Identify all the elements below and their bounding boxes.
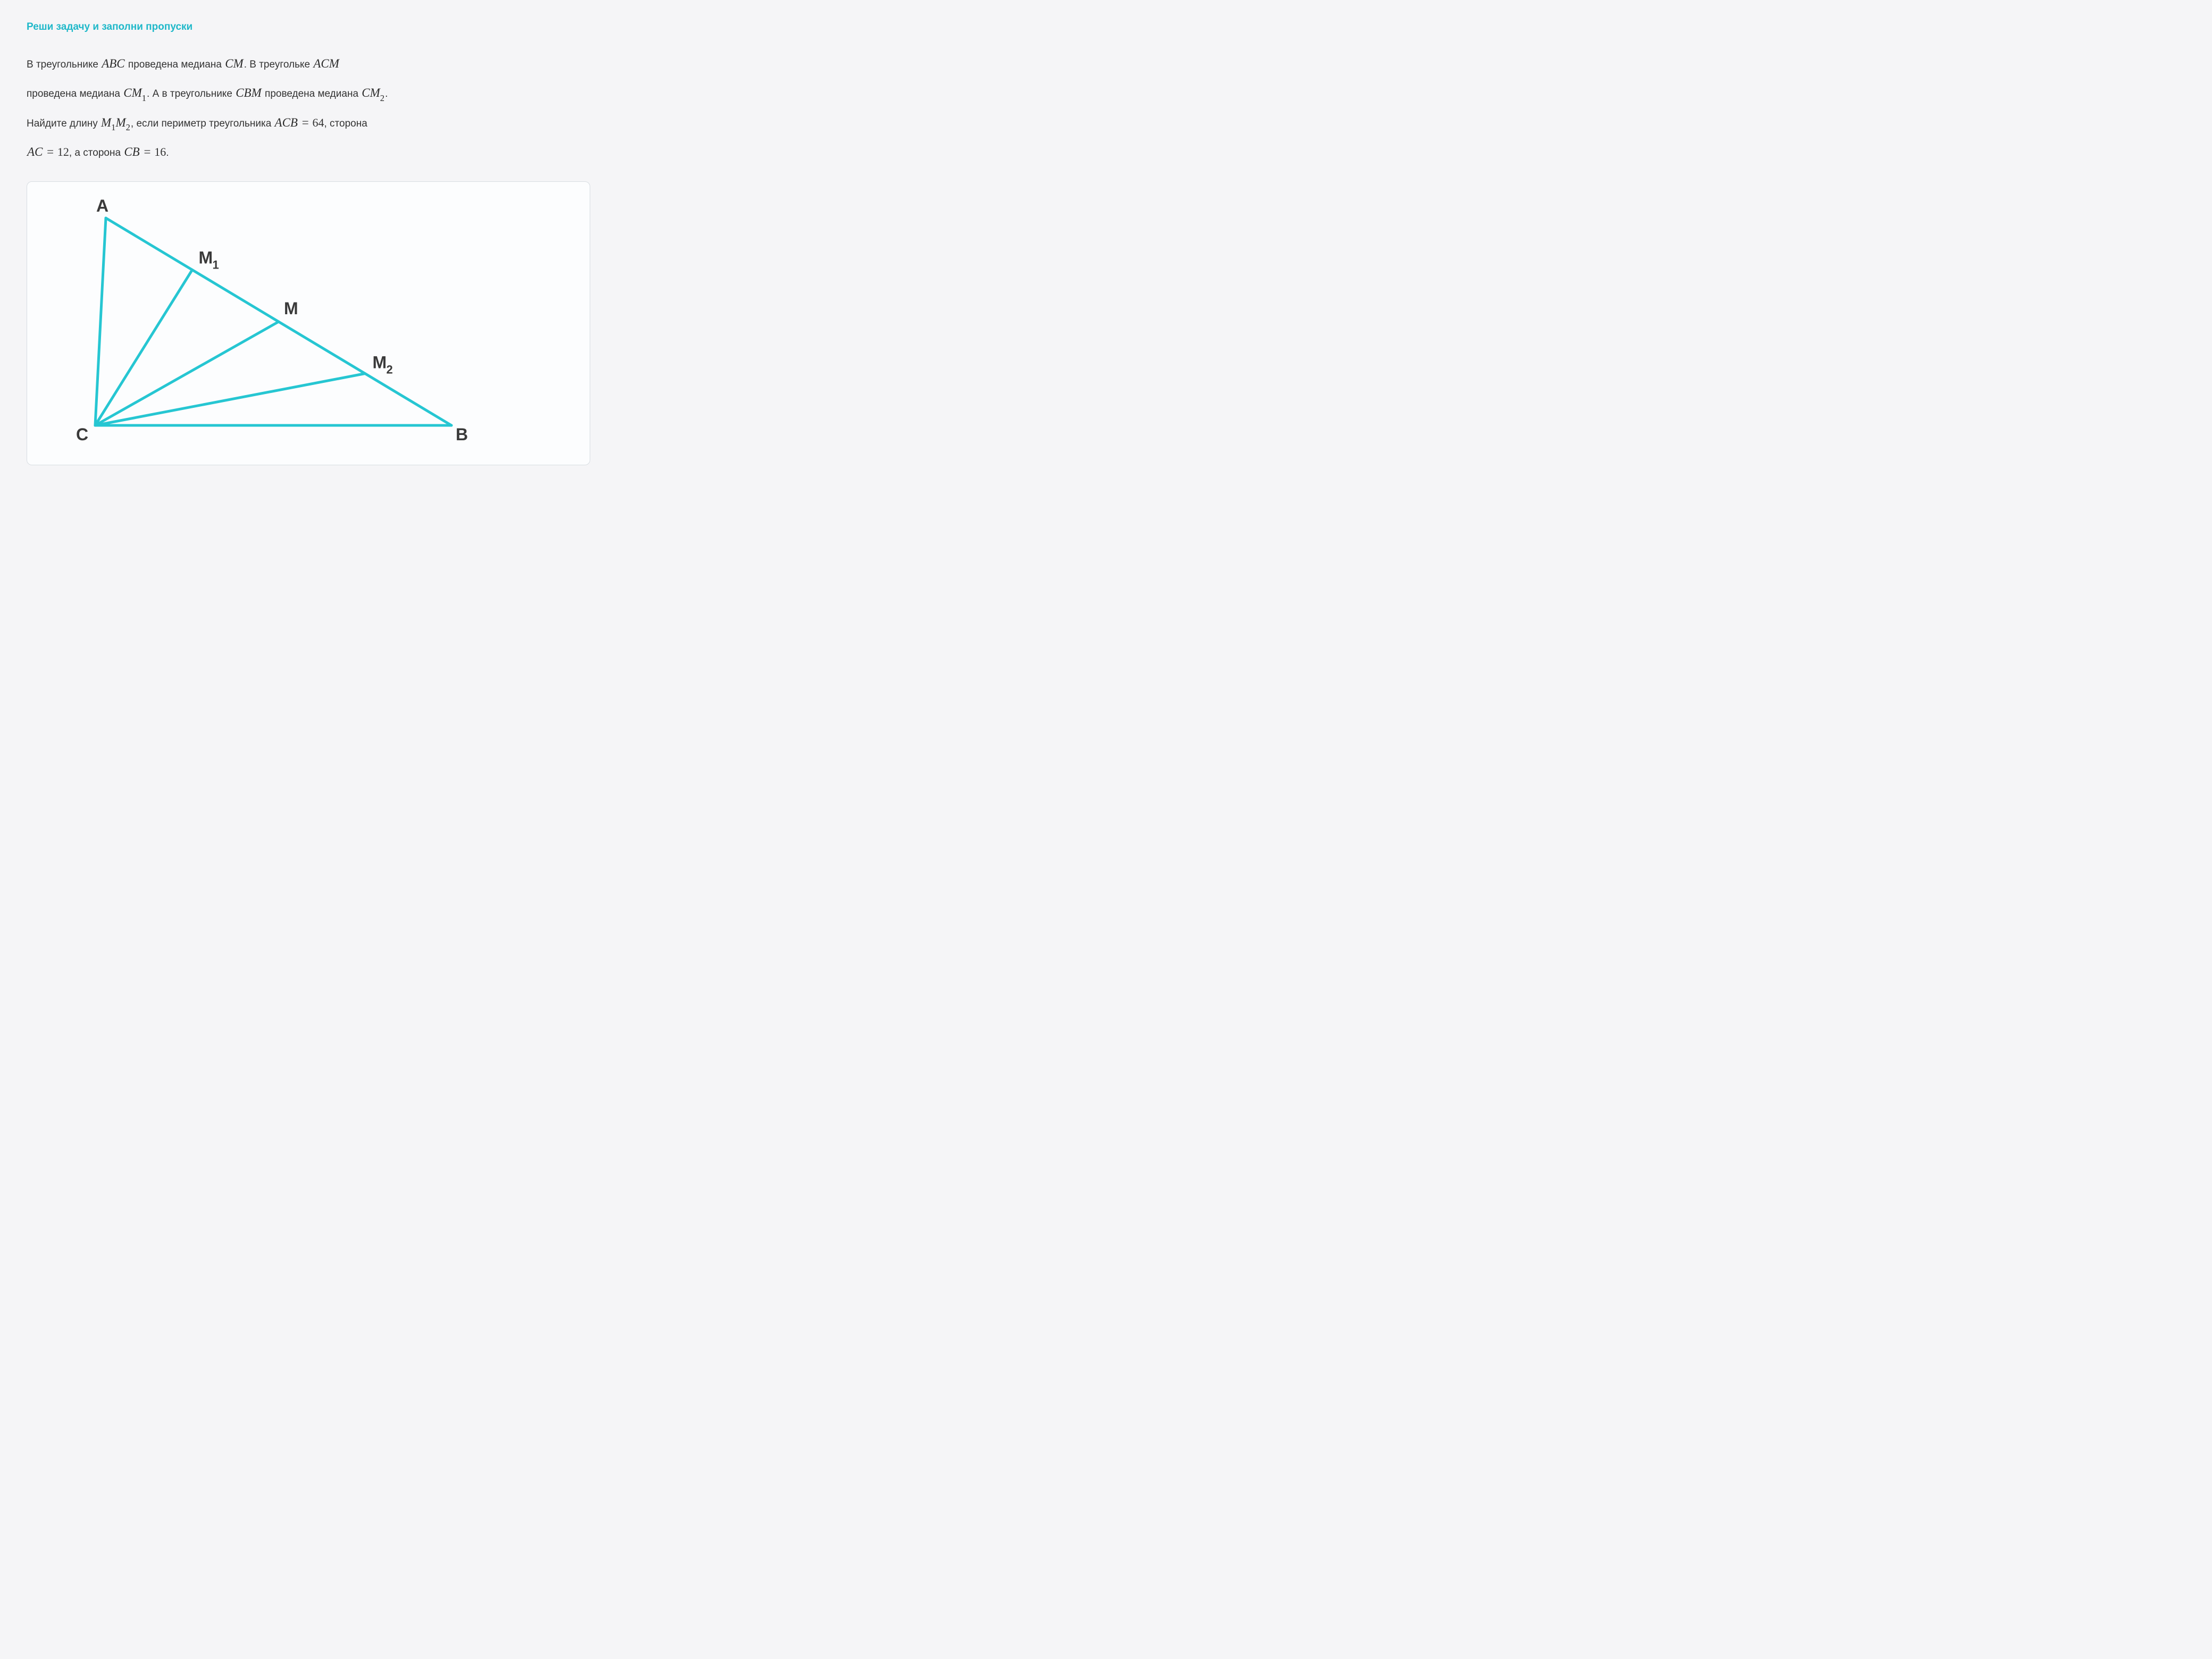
math-ACB: ACB xyxy=(274,116,298,129)
triangle-diagram: ABCMM1M2 xyxy=(37,197,515,452)
svg-text:1: 1 xyxy=(213,258,219,272)
figure-container: ABCMM1M2 xyxy=(27,181,590,465)
val-16: 16 xyxy=(154,145,166,158)
eq: = xyxy=(298,116,312,129)
math-CM: CM xyxy=(224,57,244,70)
math-CB: CB xyxy=(123,145,140,158)
math-CBM: CBM xyxy=(235,86,262,99)
page-heading: Реши задачу и заполни пропуски xyxy=(27,21,2185,33)
svg-text:B: B xyxy=(456,425,468,444)
text: проведена медиана xyxy=(27,88,123,99)
text: . В треугольке xyxy=(244,59,313,70)
svg-text:M: M xyxy=(284,299,298,318)
svg-text:2: 2 xyxy=(387,363,393,376)
val-64: 64 xyxy=(312,116,324,129)
text: проведена медиана xyxy=(125,59,225,70)
text: . xyxy=(385,88,388,99)
text: . А в треугольнике xyxy=(147,88,235,99)
text: В треугольнике xyxy=(27,59,101,70)
text: Найдите длину xyxy=(27,118,100,129)
text: . xyxy=(166,147,169,158)
text: , если периметр треугольника xyxy=(131,118,274,129)
text: , сторона xyxy=(324,118,367,129)
math-ACM: ACM xyxy=(313,57,340,70)
text: , а сторона xyxy=(69,147,123,158)
svg-text:C: C xyxy=(76,425,88,444)
math-CM2: CM2 xyxy=(361,86,385,99)
svg-text:M: M xyxy=(373,353,387,372)
val-12: 12 xyxy=(57,145,69,158)
math-CM1: CM1 xyxy=(123,86,147,99)
math-M1M2: M1M2 xyxy=(100,116,131,129)
eq: = xyxy=(43,145,57,158)
eq: = xyxy=(140,145,154,158)
math-ABC: ABC xyxy=(101,57,125,70)
svg-text:M: M xyxy=(199,248,213,267)
problem-statement: В треугольнике ABC проведена медиана CM.… xyxy=(27,49,2185,166)
svg-text:A: A xyxy=(96,197,108,215)
math-AC: AC xyxy=(27,145,43,158)
text: проведена медиана xyxy=(262,88,362,99)
